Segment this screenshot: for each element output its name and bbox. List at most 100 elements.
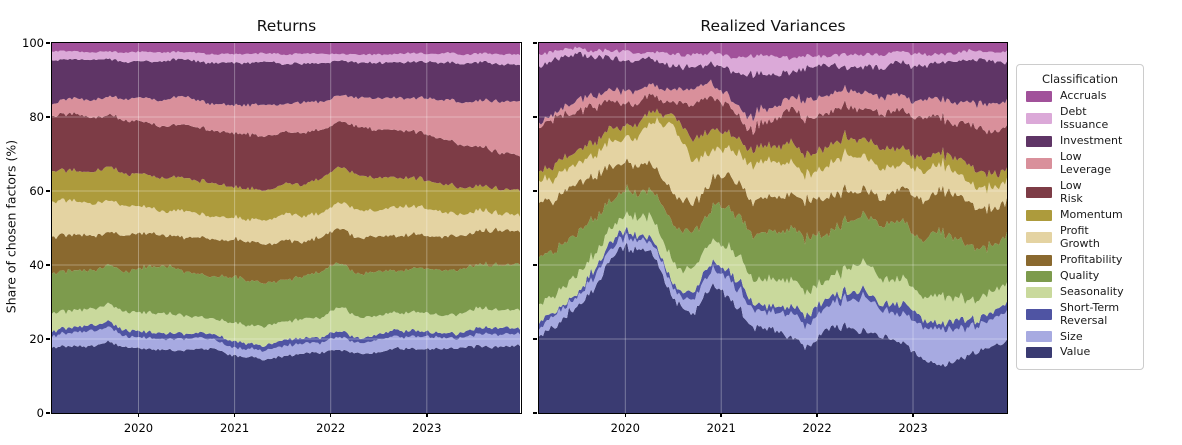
area-momentum (52, 166, 520, 222)
legend-item-label: Seasonality (1060, 284, 1124, 298)
area-low-leverage (52, 94, 520, 157)
area-seasonality (52, 302, 520, 347)
legend-items: Accruals Debt Issuance Investment Low Leverag… (1026, 89, 1134, 359)
area-investment (52, 58, 520, 107)
legend-item-label: Debt Issuance (1060, 104, 1109, 131)
x-tick-mark (233, 413, 236, 417)
area-low-leverage (539, 79, 1007, 135)
x-tick-mark (426, 413, 428, 417)
y-tick-mark (46, 338, 51, 340)
legend-item: Debt Issuance (1026, 104, 1134, 132)
legend-color-swatch (1026, 347, 1052, 359)
y-tick-mark (533, 338, 538, 340)
legend-item-label: Quality (1060, 268, 1100, 282)
legend-color-swatch (1026, 270, 1052, 282)
area-low-risk (52, 112, 520, 192)
area-quality (52, 261, 520, 329)
x-tick-label: 2023 (412, 421, 442, 435)
variances-chart-title: Realized Variances (700, 17, 846, 35)
legend-item: Value (1026, 345, 1134, 359)
legend-color-swatch (1026, 113, 1052, 125)
area-short-term-reversal (52, 319, 520, 353)
returns-chart-canvas (52, 43, 521, 413)
area-seasonality (539, 211, 1007, 327)
returns-chart-title: Returns (256, 17, 317, 35)
legend-color-swatch (1026, 90, 1052, 102)
variances-chart-canvas (539, 43, 1007, 413)
area-debt-issuance (52, 50, 520, 66)
legend-color-swatch (1026, 309, 1052, 321)
area-profitability (539, 158, 1007, 258)
area-quality (539, 184, 1007, 305)
legend-item-label: Profitability (1060, 252, 1123, 266)
x-tick-label: 2020 (610, 421, 640, 435)
area-accruals (52, 43, 520, 56)
legend-item-label: Investment (1060, 133, 1123, 147)
y-tick-mark (46, 190, 51, 192)
legend-item-label: Momentum (1060, 207, 1123, 221)
x-tick-mark (137, 413, 140, 417)
y-tick-label: 60 (29, 184, 44, 198)
legend-color-swatch (1026, 135, 1052, 147)
x-tick-label: 2022 (802, 421, 832, 435)
area-value (52, 340, 520, 413)
legend-item-label: Short-Term Reversal (1060, 300, 1120, 327)
x-tick-label: 2023 (898, 421, 928, 435)
legend-color-swatch (1026, 209, 1052, 221)
legend-item-label: Size (1060, 329, 1083, 343)
y-tick-mark (533, 264, 538, 266)
area-value (539, 242, 1007, 413)
area-low-risk (539, 93, 1007, 178)
legend-item: Quality (1026, 268, 1134, 283)
area-profit-growth (539, 117, 1007, 214)
legend-item-label: Low Risk (1060, 178, 1083, 205)
legend-item-label: Profit Growth (1060, 223, 1100, 250)
legend-item: Seasonality (1026, 284, 1134, 299)
legend-item: Low Risk (1026, 178, 1134, 206)
area-investment (539, 51, 1007, 125)
x-tick-label: 2022 (316, 421, 346, 435)
y-tick-mark (533, 116, 538, 118)
variances-plot-area: 2020 2021 2022 2023 (533, 42, 1008, 435)
area-debt-issuance (539, 46, 1007, 79)
legend-color-swatch (1026, 254, 1052, 266)
y-tick-label: 80 (29, 110, 44, 124)
legend-color-swatch (1026, 158, 1052, 170)
legend-color-swatch (1026, 232, 1052, 244)
x-tick-mark (624, 413, 627, 417)
legend-item: Momentum (1026, 207, 1134, 222)
area-momentum (539, 108, 1007, 194)
legend-item-label: Value (1060, 345, 1091, 359)
x-tick-label: 2021 (706, 421, 736, 435)
legend-color-swatch (1026, 187, 1052, 199)
y-tick-mark (46, 264, 51, 266)
y-tick-mark (46, 412, 51, 414)
legend-title: Classification (1041, 72, 1119, 86)
x-tick-label: 2020 (123, 421, 154, 435)
legend-item: Accruals (1026, 89, 1134, 103)
x-tick-mark (720, 413, 722, 417)
y-tick-mark (533, 190, 538, 192)
area-size (539, 232, 1007, 367)
y-tick-mark (46, 116, 51, 118)
legend-item: Low Leverage (1026, 149, 1134, 177)
area-profit-growth (52, 198, 520, 246)
y-tick-mark (533, 412, 538, 414)
legend-color-swatch (1026, 286, 1052, 298)
area-short-term-reversal (539, 226, 1007, 333)
y-tick-label: 20 (29, 332, 44, 346)
x-tick-mark (329, 413, 332, 417)
area-accruals (539, 43, 1007, 61)
legend-color-swatch (1026, 331, 1052, 343)
area-size (52, 326, 520, 361)
legend-item: Profit Growth (1026, 223, 1134, 251)
x-tick-mark (912, 413, 914, 417)
y-tick-label: 40 (29, 258, 44, 272)
legend: Classification Accruals Debt Issuance Inves… (1016, 64, 1144, 371)
legend-item: Investment (1026, 133, 1134, 148)
legend-item: Size (1026, 329, 1134, 344)
legend-item-label: Low Leverage (1060, 149, 1111, 176)
x-tick-mark (816, 413, 818, 417)
x-tick-label: 2021 (219, 421, 250, 435)
